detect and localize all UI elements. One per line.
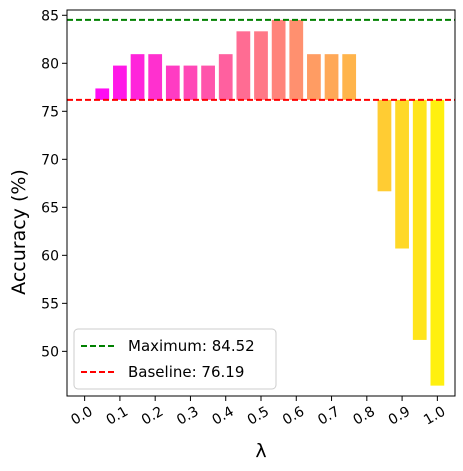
reference-lines [67, 18, 455, 101]
x-tick-label: 0.8 [351, 404, 378, 429]
x-tick-label: 0.7 [315, 404, 342, 429]
bar [307, 54, 321, 100]
bar [236, 31, 251, 100]
bar [324, 54, 339, 100]
bar [201, 65, 215, 100]
x-tick-label: 0.1 [104, 404, 131, 429]
bar [289, 19, 304, 100]
y-tick-label: 55 [41, 296, 59, 312]
x-axis-ticks: 0.0 0.1 0.2 0.3 0.4 0.5 0.6 0.7 0.8 0.9 1.0 [68, 396, 448, 429]
y-tick-label: 85 [41, 8, 59, 24]
bar [271, 19, 286, 100]
x-tick-label: 0.0 [68, 404, 95, 429]
bar [130, 54, 145, 100]
y-tick-label: 60 [41, 248, 59, 264]
bar [183, 65, 198, 100]
y-tick-label: 75 [41, 104, 59, 120]
bar [342, 54, 357, 100]
bar [254, 31, 268, 100]
y-tick-label: 80 [41, 56, 59, 72]
legend-label-baseline: Baseline: 76.19 [128, 363, 244, 381]
legend-label-maximum: Maximum: 84.52 [128, 337, 255, 355]
x-tick-label: 0.5 [245, 404, 272, 429]
y-axis-label: Accuracy (%) [8, 169, 30, 295]
x-tick-label: 0.4 [209, 404, 236, 429]
bar [377, 99, 392, 192]
x-tick-label: 0.9 [386, 404, 413, 429]
y-axis-ticks: 50 55 60 65 70 75 80 85 [41, 8, 67, 360]
x-tick-label: 0.2 [139, 404, 166, 429]
x-tick-label: 0.6 [280, 404, 307, 429]
bar [430, 99, 445, 386]
bar [95, 88, 110, 100]
bars-group [95, 19, 445, 386]
legend-box [73, 328, 277, 390]
y-tick-label: 70 [41, 152, 59, 168]
y-tick-label: 65 [41, 200, 59, 216]
bar [165, 65, 180, 100]
bar [412, 99, 427, 340]
bar [218, 54, 233, 100]
bar [395, 99, 409, 249]
x-tick-label: 0.3 [174, 404, 201, 429]
legend: Maximum: 84.52 Baseline: 76.19 [73, 328, 277, 390]
bar [113, 65, 127, 100]
x-axis-label: λ [255, 440, 266, 462]
y-tick-label: 50 [41, 344, 59, 360]
bar [148, 54, 163, 100]
x-tick-label: 1.0 [421, 404, 448, 429]
